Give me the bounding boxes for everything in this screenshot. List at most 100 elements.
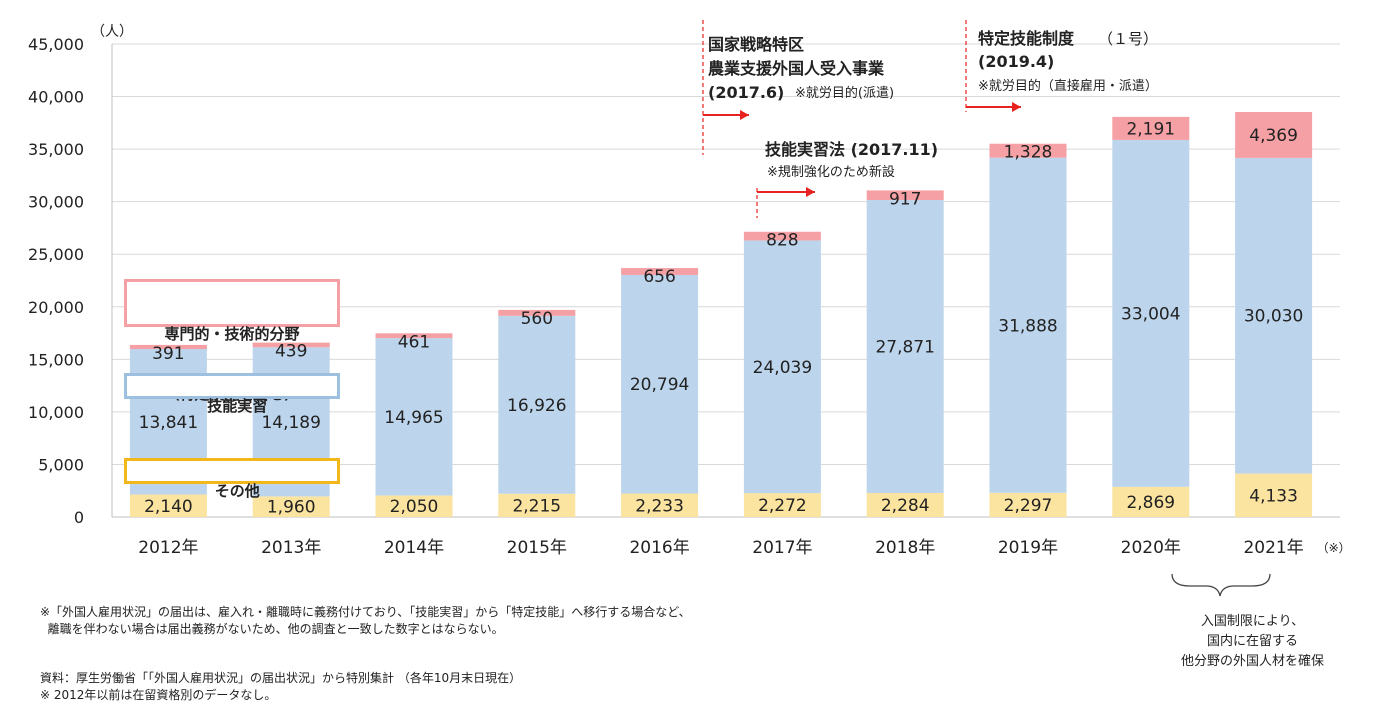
data-label: 828 xyxy=(766,231,798,251)
data-label: 31,888 xyxy=(998,316,1057,336)
data-label: 14,965 xyxy=(384,408,443,428)
zone-arrow-head xyxy=(740,110,749,120)
brace-note: 入国制限により、 国内に在留する 他分野の外国人材を確保 xyxy=(1180,614,1324,669)
bar-group: 2,050 14,965 461 xyxy=(375,332,453,517)
data-label: 2,297 xyxy=(1004,496,1053,516)
bar-group: 2,233 20,794 656 xyxy=(621,267,699,517)
bar-segment xyxy=(743,231,821,241)
footnote-reporting: ※「外国人雇用状況」の届出は、雇入れ・離職時に義務付けており、「技能実習」から「… xyxy=(40,605,691,636)
data-label: 33,004 xyxy=(1121,304,1180,324)
data-label: 24,039 xyxy=(753,358,812,378)
legend-professional: 専門的・技術的分野 （特定技能を含む） xyxy=(124,279,340,403)
bar-segment xyxy=(129,494,207,517)
x-tick-label: 2013年 xyxy=(261,538,321,558)
legend-trainee: 技能実習 xyxy=(124,373,340,415)
ssw-date: (2019.4) xyxy=(978,52,1054,71)
trainee-law-arrow-head xyxy=(806,187,815,197)
bar-segment xyxy=(498,315,576,494)
bar-segment xyxy=(1112,139,1190,487)
y-tick-label: 25,000 xyxy=(28,245,84,264)
data-label: 560 xyxy=(521,309,553,329)
x-tick-label: 2020年 xyxy=(1121,538,1181,558)
data-label: 2,050 xyxy=(390,497,439,517)
bar-segment xyxy=(129,344,207,350)
x-tick-footnote-mark: （※） xyxy=(1317,541,1351,555)
bar-segment xyxy=(621,493,699,517)
x-tick-label: 2021年 xyxy=(1243,538,1303,558)
bar-segment xyxy=(498,309,576,316)
x-tick-label: 2015年 xyxy=(507,538,567,558)
bar-segment xyxy=(375,338,453,496)
ssw-title-suffix: （１号） xyxy=(1098,30,1158,48)
bar-segment xyxy=(1112,116,1190,140)
data-label: 27,871 xyxy=(875,338,934,358)
x-axis: 2012年 2013年 2014年 2015年 2016年 2017年 2018年 2019年… xyxy=(138,538,1350,558)
bar-segment xyxy=(989,157,1067,493)
data-label: 14,189 xyxy=(261,413,320,433)
bar-segment xyxy=(1235,473,1313,517)
bar-segment xyxy=(743,240,821,494)
legend-other: その他 xyxy=(124,458,340,500)
zone-date: (2017.6) xyxy=(708,83,784,102)
x-tick-label: 2014年 xyxy=(384,538,444,558)
data-label: 2,215 xyxy=(512,496,561,516)
legend-trainee-label: 技能実習 xyxy=(207,397,268,415)
x-tick-label: 2016年 xyxy=(629,538,689,558)
data-label: 4,369 xyxy=(1249,126,1298,146)
x-tick-label: 2017年 xyxy=(752,538,812,558)
footnote-2012: ※ 2012年以前は在留資格別のデータなし。 xyxy=(40,688,277,702)
data-label: 1,960 xyxy=(267,498,316,518)
y-tick-label: 35,000 xyxy=(28,140,84,159)
legend-professional-line1: 専門的・技術的分野 xyxy=(164,325,300,343)
data-label: 2,140 xyxy=(144,497,193,517)
x-tick-label: 2012年 xyxy=(138,538,198,558)
data-label: 917 xyxy=(889,189,921,209)
zone-title-2: 農業支援外国人受入事業 xyxy=(708,59,885,78)
y-tick-label: 45,000 xyxy=(28,35,84,54)
y-tick-label: 0 xyxy=(74,508,84,527)
bar-segment xyxy=(1112,486,1190,517)
bars: 2,140 13,841 391 1,960 14,189 439 2,050 14,965 4… xyxy=(129,111,1313,518)
data-label: 2,869 xyxy=(1126,493,1175,513)
data-label: 461 xyxy=(398,332,430,352)
zone-note: ※就労目的(派遣) xyxy=(795,85,894,101)
x-tick-label: 2019年 xyxy=(998,538,1058,558)
y-tick-label: 5,000 xyxy=(38,455,84,474)
ssw-arrow-head xyxy=(1012,102,1021,112)
bar-segment xyxy=(1235,157,1313,474)
bar-segment xyxy=(866,190,944,201)
legend-other-label: その他 xyxy=(214,482,260,500)
y-tick-label: 30,000 xyxy=(28,193,84,212)
bar-segment xyxy=(621,268,699,275)
footnote-source: 資料：厚生労働省「「外国人雇用状況」の届出状況」から特別集計 （各年10月末日現… xyxy=(40,671,522,685)
bar-group: 2,284 27,871 917 xyxy=(866,189,944,517)
data-label: 439 xyxy=(275,342,307,362)
trainee-law-note: ※規制強化のため新設 xyxy=(767,164,895,180)
y-tick-label: 40,000 xyxy=(28,88,84,107)
y-unit-label: （人） xyxy=(91,24,133,40)
y-tick-label: 20,000 xyxy=(28,298,84,317)
bar-segment xyxy=(1235,111,1313,158)
bar-segment xyxy=(252,342,330,348)
bar-segment xyxy=(866,492,944,517)
bar-segment xyxy=(866,200,944,493)
data-label: 4,133 xyxy=(1249,486,1298,506)
y-tick-label: 10,000 xyxy=(28,403,84,422)
data-label: 2,233 xyxy=(635,496,684,516)
bar-segment xyxy=(621,274,699,494)
data-label: 13,841 xyxy=(139,413,198,433)
bar-segment xyxy=(375,495,453,517)
data-label: 1,328 xyxy=(1004,143,1053,163)
data-label: 391 xyxy=(152,344,184,364)
bar-group: 4,133 30,030 4,369 xyxy=(1235,111,1313,517)
bar-segment xyxy=(498,493,576,517)
bar-segment xyxy=(989,492,1067,517)
bar-segment xyxy=(989,143,1067,158)
data-label: 2,284 xyxy=(881,496,930,516)
ssw-note: ※就労目的（直接雇用・派遣） xyxy=(978,78,1158,94)
x-tick-label: 2018年 xyxy=(875,538,935,558)
bar-segment xyxy=(375,333,453,339)
bar-segment xyxy=(743,493,821,517)
